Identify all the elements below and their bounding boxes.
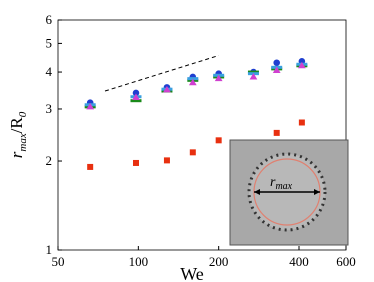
point	[214, 74, 223, 82]
x-tick-label: 400	[289, 254, 309, 269]
y-tick-label: 1	[46, 242, 53, 257]
point	[86, 102, 95, 110]
point	[87, 163, 94, 170]
y-tick-label: 2	[46, 153, 53, 168]
x-tick-label: 100	[129, 254, 149, 269]
y-label-part: r	[7, 151, 26, 158]
point	[188, 78, 197, 86]
reference-line	[104, 55, 219, 92]
point	[272, 66, 281, 73]
point	[163, 85, 171, 93]
plot-frame	[57, 19, 347, 251]
point	[297, 61, 306, 69]
y-tick-label: 4	[46, 64, 53, 79]
point	[298, 119, 305, 126]
point	[132, 159, 139, 166]
x-axis-label: We	[180, 264, 204, 282]
y-tick-label: 5	[46, 35, 53, 50]
y-label-part: 0	[17, 111, 29, 117]
point	[163, 157, 170, 164]
y-label-part: max	[17, 133, 29, 151]
point	[132, 93, 140, 101]
inset-label-main: r	[270, 175, 276, 190]
x-tick-label: 600	[336, 254, 356, 269]
y-label-part: /R	[7, 117, 26, 134]
y-axis-label: rmax/R0	[7, 111, 29, 158]
y-tick-label: 6	[46, 12, 53, 27]
inset-label-sub: max	[275, 181, 292, 192]
point	[273, 59, 281, 67]
inset-label: rmax	[270, 175, 293, 192]
x-tick-label: 200	[209, 254, 229, 269]
point	[249, 72, 258, 80]
point	[189, 149, 196, 156]
point	[273, 129, 280, 136]
y-tick-label: 3	[46, 101, 53, 116]
point	[215, 137, 222, 144]
x-tick-label: 50	[52, 254, 65, 269]
